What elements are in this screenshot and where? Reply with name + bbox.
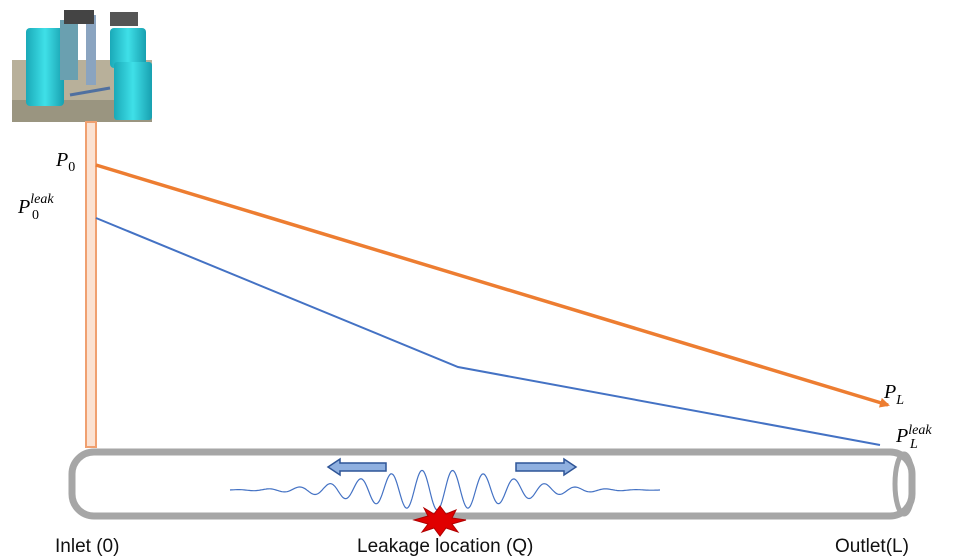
inlet-label: Inlet (0): [55, 536, 119, 557]
label-pl: PL: [883, 381, 904, 408]
pressure-wave: [229, 469, 660, 511]
wave-arrow-left: [326, 457, 387, 477]
wave-arrow-right: [515, 457, 578, 477]
outlet-label: Outlet(L): [835, 536, 909, 557]
factory-icon: [12, 10, 152, 122]
leak-pressure-line: [95, 217, 881, 446]
pipeline: [68, 448, 916, 520]
label-p0: P0: [55, 149, 75, 175]
normal-pressure-line: [95, 163, 890, 408]
leak-burst: [412, 505, 467, 537]
leak-label: Leakage location (Q): [357, 536, 533, 557]
inlet-riser: [85, 121, 97, 448]
label-pl-leak: Pleak L: [895, 423, 932, 452]
label-p0-leak: Pleak 0: [17, 192, 54, 223]
pipe-end: [892, 451, 916, 517]
